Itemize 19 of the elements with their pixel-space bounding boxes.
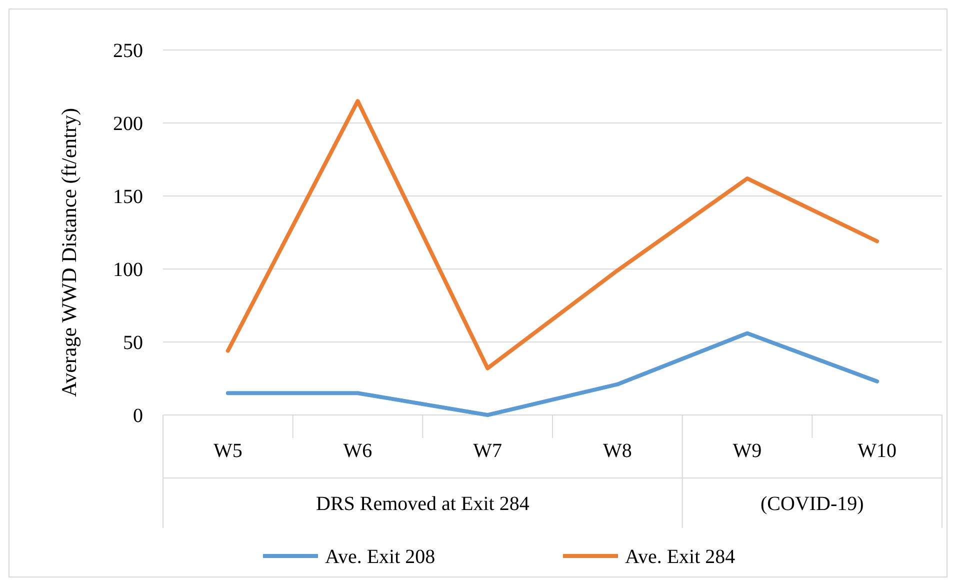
x-tick-label: W9 (732, 440, 762, 462)
y-tick-label: 100 (113, 259, 143, 281)
y-tick-label: 50 (123, 332, 143, 354)
y-tick-label: 0 (133, 405, 143, 427)
line-series (226, 99, 880, 370)
x-tick-label: W5 (213, 440, 242, 462)
y-axis-title: Average WWD Distance (ft/entry) (57, 108, 81, 398)
legend-label: Ave. Exit 284 (625, 546, 736, 568)
x-tick-label: W10 (858, 440, 897, 462)
x-tick-label: W8 (602, 440, 632, 462)
legend-label: Ave. Exit 208 (325, 546, 436, 568)
y-tick-label: 150 (113, 186, 143, 208)
x-tick-label: W6 (343, 440, 372, 462)
text: (COVID-19) (760, 493, 864, 515)
y-tick-label: 200 (113, 113, 143, 135)
line-series (226, 331, 880, 417)
text: DRS Removed at Exit 284 (316, 493, 530, 515)
y-tick-label: 250 (113, 40, 143, 62)
x-tick-label: W7 (473, 440, 502, 462)
